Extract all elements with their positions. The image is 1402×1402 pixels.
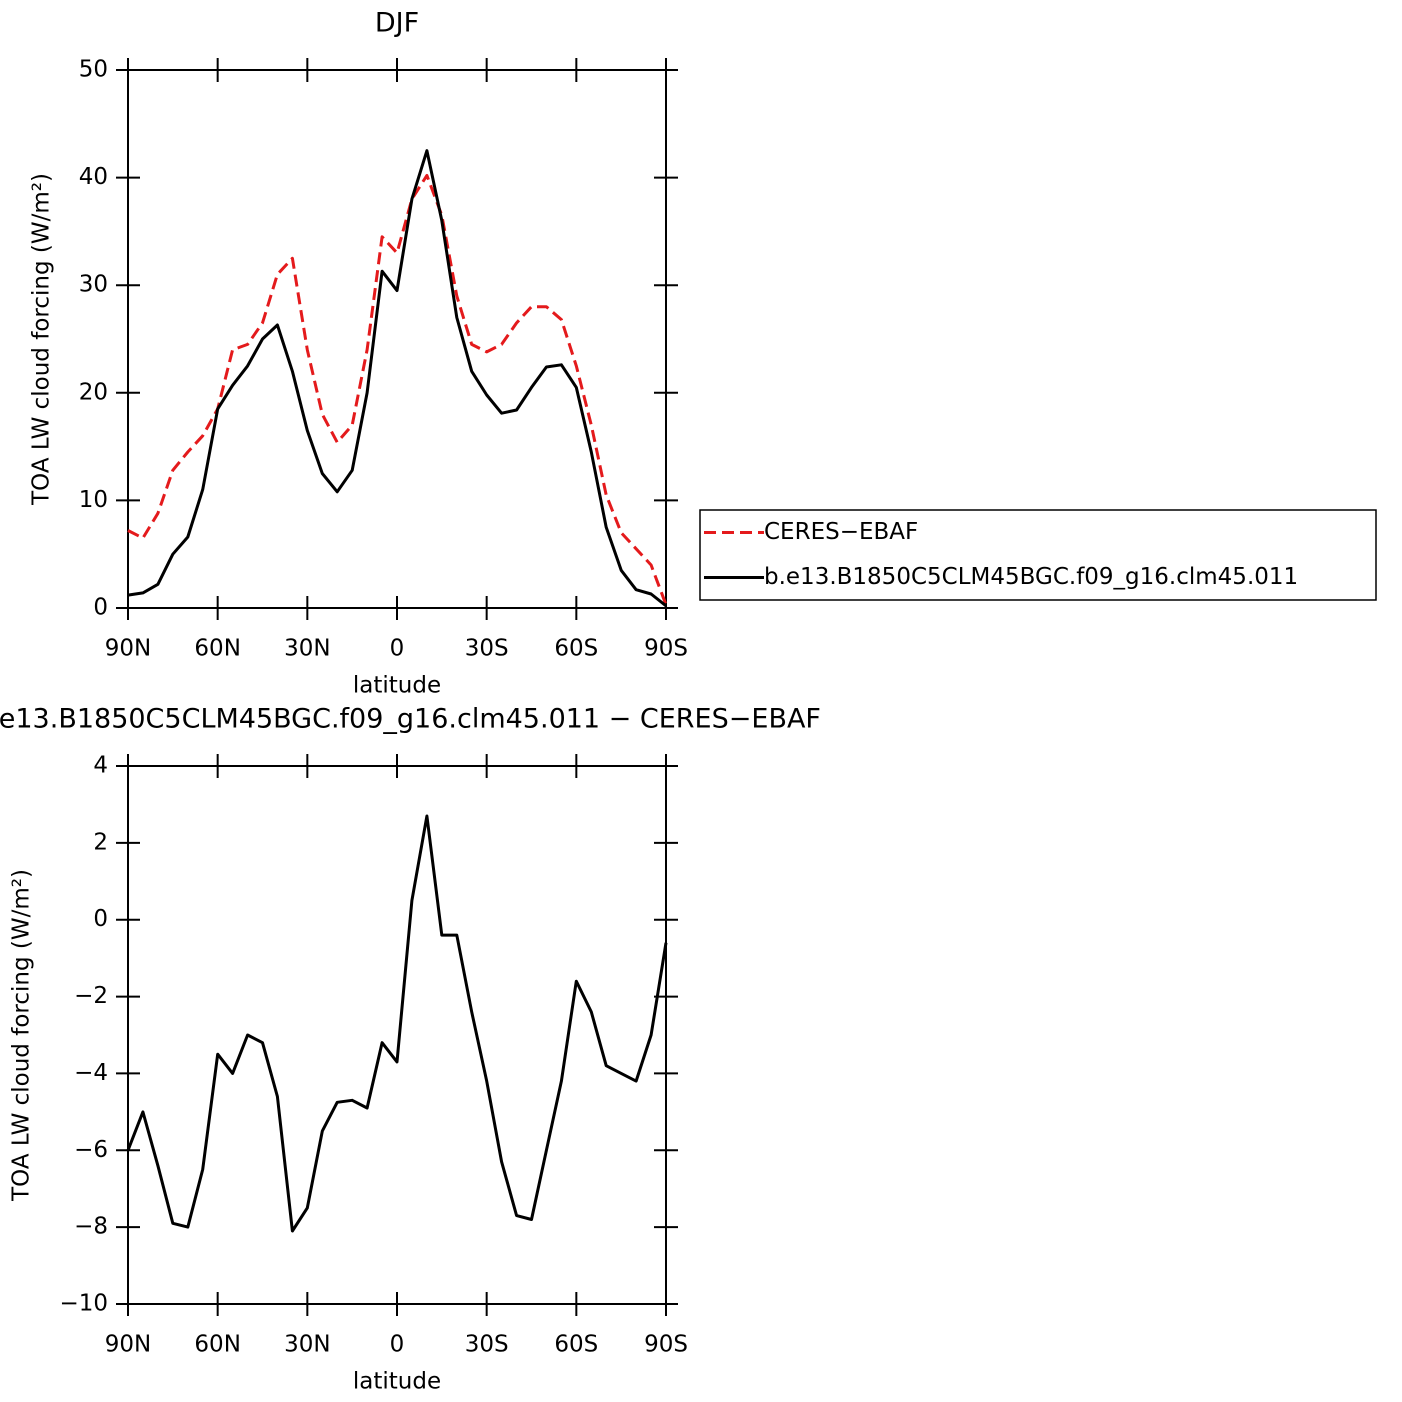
y-tick-label: −10 — [59, 1291, 108, 1317]
y-tick-label: −6 — [74, 1137, 108, 1163]
y-tick-label: 30 — [79, 272, 108, 298]
x-tick-label: 90S — [644, 1332, 688, 1358]
y-tick-label: 40 — [79, 164, 108, 190]
y-tick-label: 50 — [79, 57, 108, 83]
legend-box — [699, 509, 1377, 601]
plot-frame — [127, 765, 667, 1305]
y-tick-label: 2 — [93, 829, 108, 855]
y-tick-label: 0 — [93, 595, 108, 621]
y-axis-label: TOA LW cloud forcing (W/m²) — [29, 173, 55, 506]
y-tick-label: 10 — [79, 487, 108, 513]
x-tick-label: 90S — [644, 636, 688, 662]
y-tick-label: 0 — [93, 906, 108, 932]
x-tick-label: 60N — [194, 636, 240, 662]
data-line — [126, 814, 668, 1233]
x-tick-label: 90N — [105, 636, 151, 662]
x-tick-label: 60N — [194, 1332, 240, 1358]
chart-title: DJF — [375, 8, 419, 39]
x-tick-label: 30N — [284, 636, 330, 662]
x-tick-label: 60S — [554, 636, 598, 662]
chart-title: b.e13.B1850C5CLM45BGC.f09_g16.clm45.011 … — [0, 704, 821, 735]
x-tick-label: 90N — [105, 1332, 151, 1358]
legend-label: CERES−EBAF — [764, 519, 918, 545]
y-tick-label: 4 — [93, 753, 108, 779]
data-line — [127, 149, 667, 607]
data-line — [127, 173, 668, 606]
legend-label: b.e13.B1850C5CLM45BGC.f09_g16.clm45.011 — [764, 564, 1298, 590]
x-axis-label: latitude — [353, 1369, 441, 1395]
y-tick-label: −2 — [74, 983, 108, 1009]
x-tick-label: 60S — [554, 1332, 598, 1358]
x-tick-label: 30S — [465, 1332, 509, 1358]
x-tick-label: 30N — [284, 1332, 330, 1358]
y-axis-label: TOA LW cloud forcing (W/m²) — [9, 869, 35, 1202]
y-tick-label: −4 — [74, 1060, 108, 1086]
x-tick-label: 0 — [390, 636, 405, 662]
x-tick-label: 0 — [390, 1332, 405, 1358]
x-tick-label: 30S — [465, 636, 509, 662]
y-tick-label: 20 — [79, 379, 108, 405]
x-axis-label: latitude — [353, 673, 441, 699]
plot-frame — [127, 69, 667, 609]
y-tick-label: −8 — [74, 1214, 108, 1240]
